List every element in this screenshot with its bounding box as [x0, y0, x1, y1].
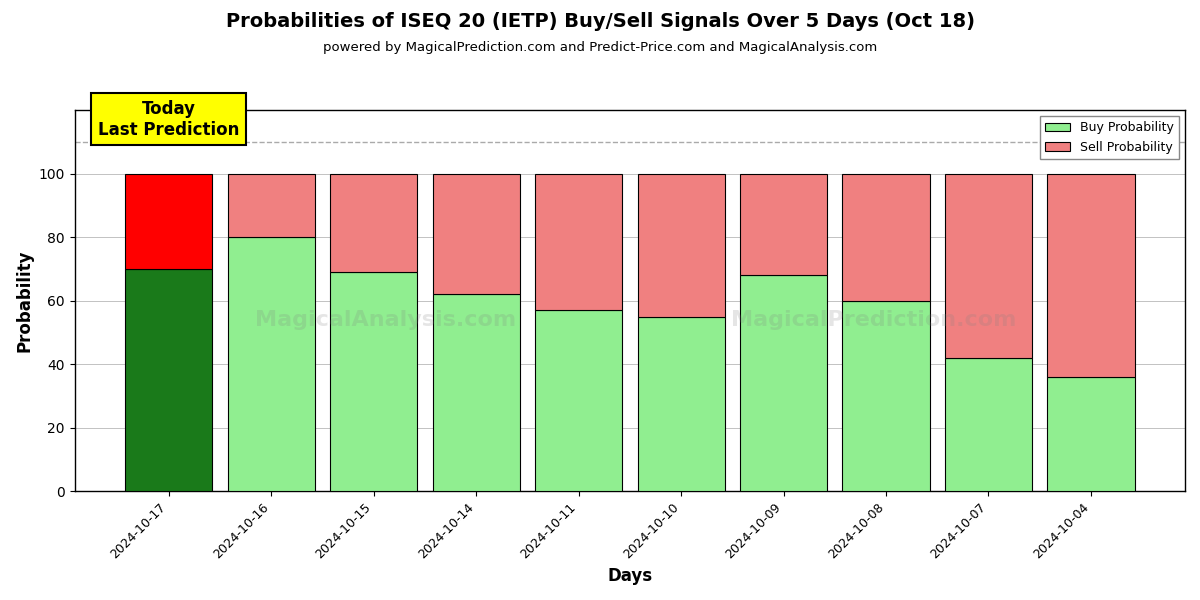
Bar — [1048, 173, 1134, 377]
Bar — [740, 275, 827, 491]
Bar — [944, 358, 1032, 491]
Bar — [637, 173, 725, 317]
Bar — [944, 173, 1032, 358]
Bar — [125, 269, 212, 491]
Text: powered by MagicalPrediction.com and Predict-Price.com and MagicalAnalysis.com: powered by MagicalPrediction.com and Pre… — [323, 41, 877, 54]
Bar — [842, 173, 930, 301]
Bar — [637, 317, 725, 491]
Legend: Buy Probability, Sell Probability: Buy Probability, Sell Probability — [1040, 116, 1178, 158]
Y-axis label: Probability: Probability — [16, 250, 34, 352]
Text: Probabilities of ISEQ 20 (IETP) Buy/Sell Signals Over 5 Days (Oct 18): Probabilities of ISEQ 20 (IETP) Buy/Sell… — [226, 12, 974, 31]
Bar — [535, 310, 622, 491]
Bar — [740, 173, 827, 275]
Bar — [842, 301, 930, 491]
Bar — [330, 173, 418, 272]
Bar — [432, 173, 520, 295]
Text: Today
Last Prediction: Today Last Prediction — [98, 100, 239, 139]
Bar — [330, 272, 418, 491]
Bar — [432, 295, 520, 491]
Bar — [125, 173, 212, 269]
Bar — [1048, 377, 1134, 491]
Bar — [228, 237, 314, 491]
Text: MagicalPrediction.com: MagicalPrediction.com — [732, 310, 1016, 330]
X-axis label: Days: Days — [607, 567, 653, 585]
Bar — [535, 173, 622, 310]
Text: MagicalAnalysis.com: MagicalAnalysis.com — [254, 310, 516, 330]
Bar — [228, 173, 314, 237]
